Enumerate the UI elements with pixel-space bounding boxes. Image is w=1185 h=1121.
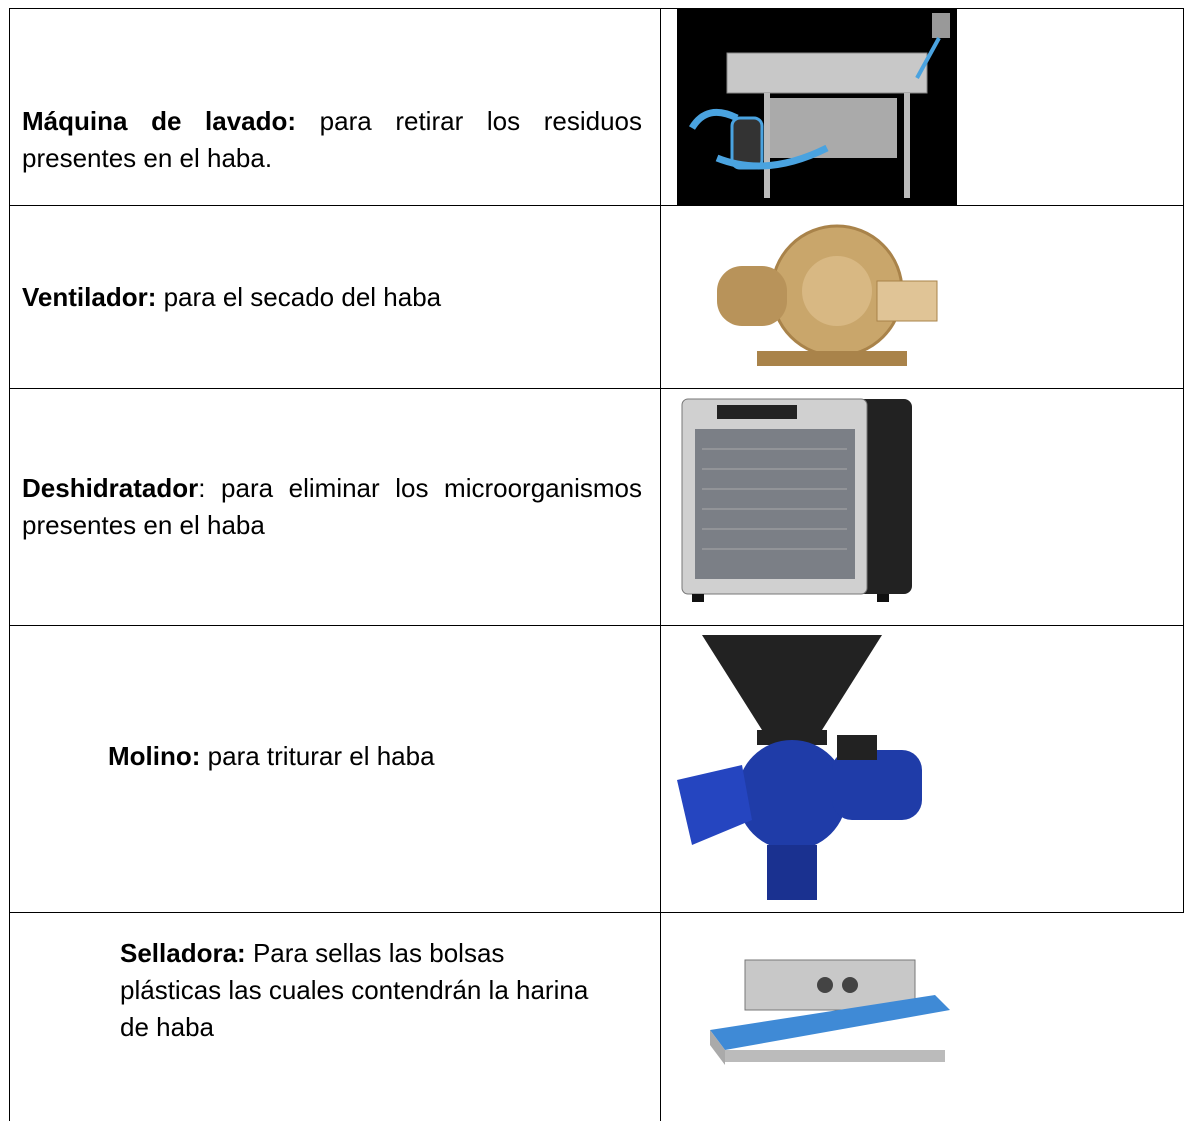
border bbox=[1183, 8, 1184, 912]
border bbox=[9, 625, 1184, 626]
cell: Deshidratador: para eliminar los microor… bbox=[22, 389, 642, 625]
border bbox=[660, 8, 661, 1121]
description: para retirar los residuos presentes en e… bbox=[22, 106, 642, 173]
border bbox=[9, 8, 1184, 9]
cell: Selladora: Para sellas las bolsas plásti… bbox=[120, 930, 610, 1050]
description: : para eliminar los microorganismos pres… bbox=[22, 473, 642, 540]
border bbox=[9, 912, 1184, 913]
blower-image bbox=[677, 206, 957, 388]
border bbox=[9, 205, 1184, 206]
description: para el secado del haba bbox=[156, 281, 442, 312]
mill-image bbox=[677, 635, 922, 900]
term: Máquina de lavado: bbox=[22, 106, 297, 136]
border bbox=[9, 388, 1184, 389]
description: Para sellas las bolsas plásticas las cua… bbox=[120, 937, 589, 1042]
term: Selladora: bbox=[120, 937, 246, 968]
cell: Molino: para triturar el haba bbox=[108, 626, 648, 886]
term: Deshidratador bbox=[22, 473, 199, 503]
border bbox=[9, 8, 10, 1121]
sealer-image bbox=[710, 959, 950, 1065]
term: Ventilador: bbox=[22, 281, 157, 312]
term: Molino: bbox=[108, 740, 201, 771]
washing-machine-image bbox=[677, 8, 957, 205]
dehydrator-image bbox=[681, 398, 912, 602]
cell: Máquina de lavado: para retirar los resi… bbox=[22, 75, 642, 205]
cell: Ventilador: para el secado del haba bbox=[22, 206, 642, 388]
description: para triturar el haba bbox=[200, 740, 435, 771]
